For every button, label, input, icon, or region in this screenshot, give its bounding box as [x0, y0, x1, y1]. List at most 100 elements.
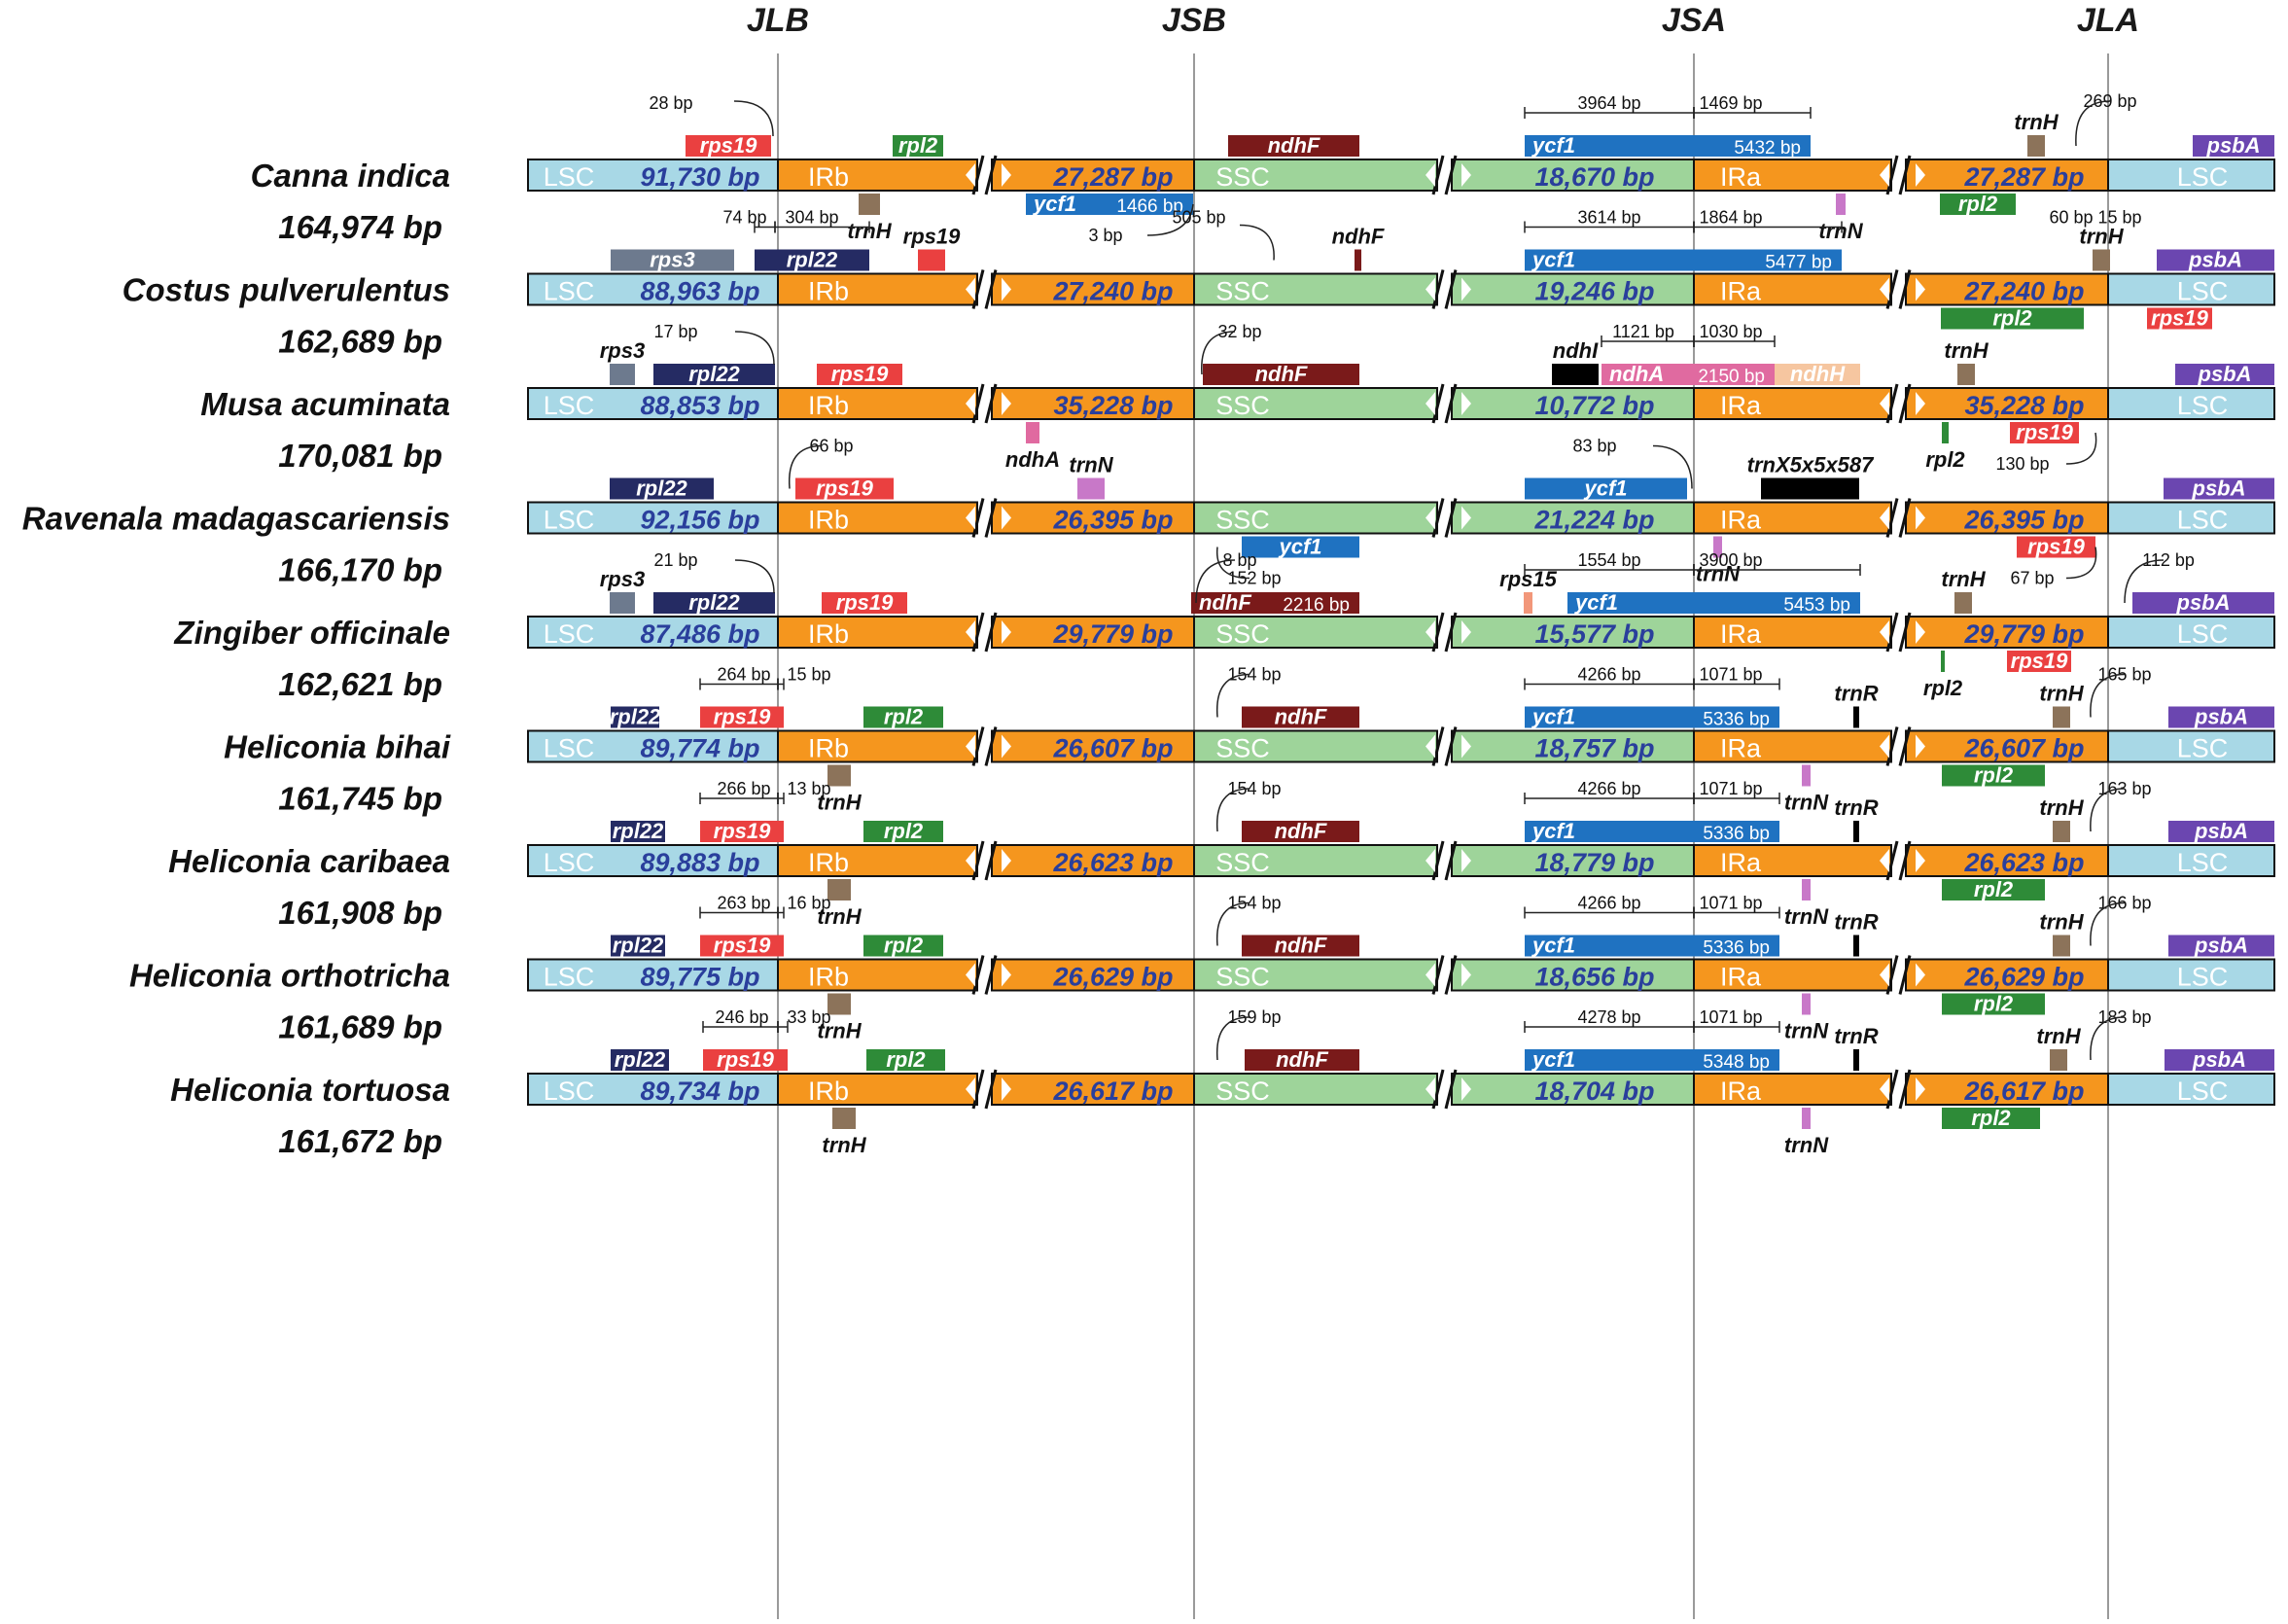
gene-ndhH: ndhH — [1775, 362, 1860, 386]
gene-trnH: trnH — [847, 194, 893, 243]
distance-label: 112 bp — [2142, 550, 2195, 570]
gene-psbA: psbA — [2193, 133, 2274, 158]
gene-ndhF: ndhF 2216 bp — [1191, 590, 1359, 616]
gene-box — [2132, 592, 2274, 614]
gene-psbA: psbA — [2164, 477, 2274, 501]
gene-label: ycf1 — [1531, 248, 1575, 272]
gene-label: trnR — [1834, 910, 1878, 935]
gene-ndhF: ndhF — [1203, 362, 1359, 386]
gene-label: ndhI — [1553, 338, 1599, 363]
distance-arrow — [1652, 444, 1693, 489]
species-row: Ravenala madagascariensis 166,170 bp LSC IR… — [22, 437, 2275, 588]
gene-box — [832, 1108, 856, 1129]
ira-size: 29,779 bp — [1963, 619, 2084, 649]
gene-label: trnN — [1069, 453, 1113, 477]
region-lsc2 — [2107, 729, 2275, 763]
gene-box — [611, 706, 659, 728]
gene-label: trnR — [1834, 1024, 1878, 1048]
gene-box — [1853, 1049, 1859, 1071]
distance-arrow — [2065, 547, 2097, 580]
distance-arrow — [1146, 203, 1194, 236]
region-label-ira: IRa — [1720, 734, 1762, 763]
gene-box — [1525, 249, 1842, 271]
distance-arrow — [1216, 547, 1250, 580]
gene-label: rpl2 — [884, 934, 924, 958]
species-name: Heliconia tortuosa — [170, 1072, 450, 1108]
direction-arrow — [966, 277, 975, 301]
gene-label: rpl22 — [613, 819, 664, 843]
gene-box — [817, 364, 902, 385]
gene-box — [1802, 764, 1811, 787]
gene-label: trnN — [1784, 904, 1829, 929]
gene-box — [610, 477, 714, 500]
gene-label: ycf1 — [1033, 192, 1076, 216]
region-label-ira: IRa — [1720, 1077, 1762, 1106]
species-name: Heliconia caribaea — [168, 843, 450, 879]
direction-arrow — [1461, 620, 1471, 644]
gene-label: trnR — [1834, 682, 1878, 706]
gene-length: 5453 bp — [1783, 595, 1850, 616]
gene-label: rps19 — [714, 819, 771, 843]
species-name: Heliconia orthotricha — [129, 958, 450, 994]
break-mark — [1898, 498, 1912, 538]
gene-rpl2: rpl2 — [1942, 992, 2045, 1016]
gene-label: ycf1 — [1531, 819, 1575, 843]
gene-rps19: rps19 — [2017, 535, 2095, 559]
distance-arrow — [2075, 100, 2111, 147]
span-label: 13 bp — [787, 779, 830, 798]
region-label-ssc: SSC — [1215, 848, 1270, 877]
region-ira — [1693, 1073, 1892, 1106]
irb-size: 26,617 bp — [1052, 1077, 1173, 1106]
gene-box — [1191, 592, 1359, 614]
genome-length: 161,908 bp — [278, 895, 442, 931]
gene-box — [611, 1049, 669, 1071]
gene-ndhA: ndhA 2150 bp — [1602, 362, 1775, 387]
gene-box — [1942, 1108, 2040, 1129]
region-label-irb: IRb — [808, 1077, 849, 1106]
break-mark — [1431, 383, 1445, 424]
gene-label: ycf1 — [1278, 535, 1321, 559]
region-ira — [1693, 729, 1892, 763]
gene-label: ndhF — [1332, 225, 1385, 249]
ssc-size: 18,670 bp — [1534, 162, 1654, 192]
region-label-ira: IRa — [1720, 162, 1762, 192]
distance-label: 32 bp — [1217, 322, 1261, 341]
gene-label: ycf1 — [1531, 934, 1575, 958]
break-mark — [1444, 155, 1458, 195]
gene-box — [686, 135, 771, 157]
region-lsc — [527, 159, 779, 192]
gene-label: trnH — [1941, 567, 1986, 591]
gene-label: psbA — [2176, 590, 2231, 615]
gene-box — [1942, 422, 1949, 443]
gene-ycf1: ycf1 5453 bp — [1567, 590, 1860, 616]
direction-arrow — [1916, 392, 1925, 415]
gene-box — [1525, 1049, 1779, 1071]
gene-label: rpl22 — [688, 362, 740, 386]
gene-label: rpl22 — [610, 705, 661, 729]
region-ira — [1693, 387, 1892, 420]
gene-label: rpl22 — [636, 477, 687, 501]
gene-box — [795, 477, 894, 500]
gene-rpl2: rpl2 — [1923, 651, 1963, 700]
gene-label: psbA — [2194, 705, 2248, 729]
gene-rpl22: rpl22 — [611, 934, 665, 958]
genome-length: 161,745 bp — [278, 781, 442, 817]
lsc-size: 89,774 bp — [640, 734, 759, 763]
direction-arrow — [1002, 277, 1011, 301]
gene-trnH: trnH — [2014, 110, 2059, 157]
region-label-ssc: SSC — [1215, 277, 1270, 306]
gene-trnH: trnH — [2039, 795, 2085, 842]
region-label-irb: IRb — [808, 734, 849, 763]
direction-arrow — [966, 849, 975, 872]
break-mark — [984, 269, 998, 309]
region-lsc2 — [2107, 844, 2275, 877]
span-label: 304 bp — [785, 208, 838, 228]
region-label-irb: IRb — [808, 848, 849, 877]
gene-box — [1602, 364, 1775, 385]
break-mark — [984, 498, 998, 538]
direction-arrow — [1426, 620, 1435, 644]
gene-length: 5432 bp — [1734, 138, 1801, 159]
gene-label: trnH — [2039, 795, 2084, 820]
gene-rpl2: rpl2 — [1925, 422, 1965, 472]
gene-box — [893, 135, 943, 157]
